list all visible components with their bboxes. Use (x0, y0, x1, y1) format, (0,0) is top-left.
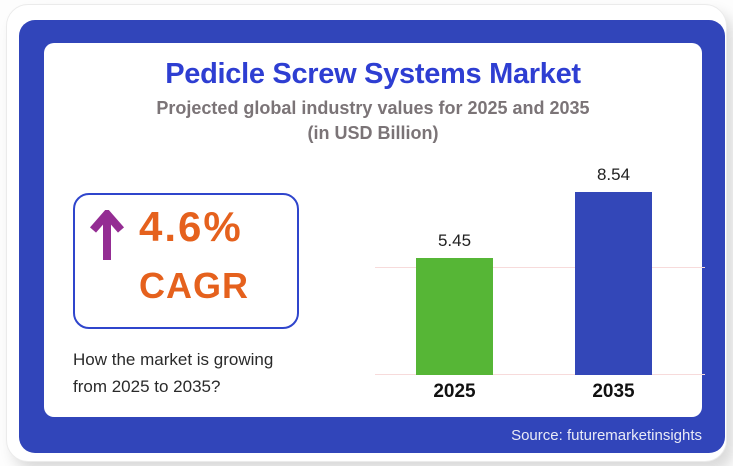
cagr-label: CAGR (139, 265, 249, 306)
bar-2025 (416, 258, 493, 375)
question-line-2: from 2025 to 2035? (73, 377, 221, 396)
cagr-value: 4.6% (139, 203, 243, 250)
page-title: Pedicle Screw Systems Market (165, 58, 581, 90)
subtitle-line-1: Projected global industry values for 202… (156, 98, 590, 118)
question-text: How the market is growing from 2025 to 2… (73, 346, 353, 400)
source-credit: Source: futuremarketinsights (511, 427, 702, 444)
gridline-baseline (375, 374, 705, 375)
outer-card: Pedicle Screw Systems Market Projected g… (6, 4, 727, 462)
bar-group-2025: 5.45 (416, 231, 493, 375)
subtitle-line-2: (in USD Billion) (307, 123, 439, 143)
bar-value-2035: 8.54 (596, 165, 631, 184)
blue-frame: Pedicle Screw Systems Market Projected g… (19, 20, 725, 453)
content-card: Pedicle Screw Systems Market Projected g… (44, 43, 705, 417)
axis-label-2035: 2035 (592, 381, 635, 402)
bar-value-2025: 5.45 (437, 231, 472, 250)
bar-chart: 5.45 8.54 2025 2035 (375, 153, 705, 402)
cagr-box: 4.6% CAGR (73, 193, 299, 329)
bar-group-2035: 8.54 (575, 165, 652, 375)
bar-2035 (575, 192, 652, 375)
subtitle: Projected global industry values for 202… (44, 96, 702, 146)
gridline (375, 267, 705, 268)
question-line-1: How the market is growing (73, 350, 274, 369)
up-arrow-icon (89, 210, 125, 260)
axis-label-2025: 2025 (433, 381, 476, 402)
